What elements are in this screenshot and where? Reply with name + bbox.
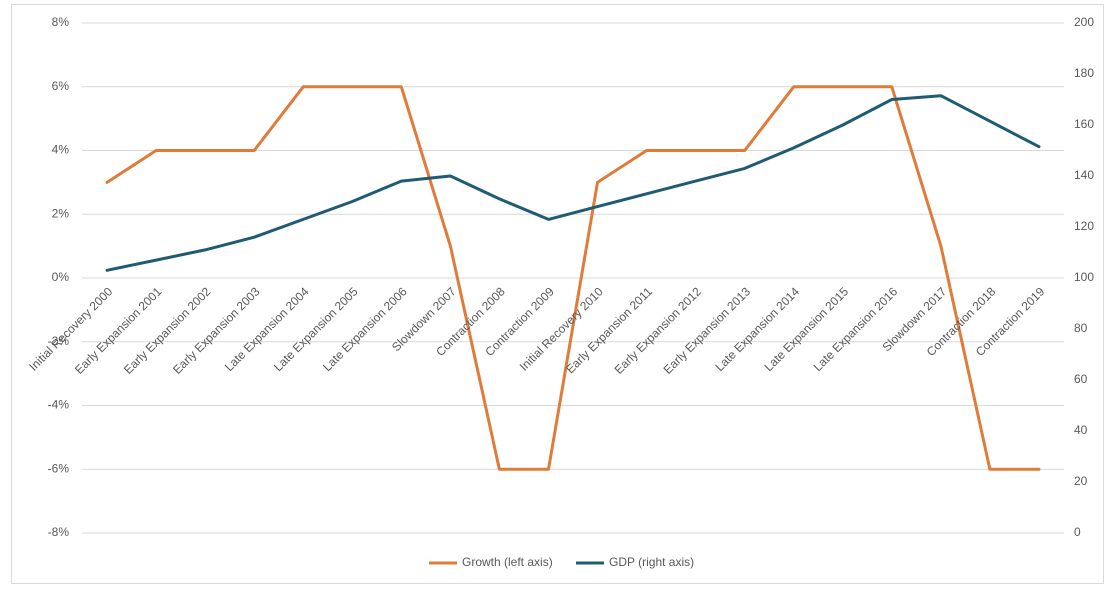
category-label: Early Expansion 2003 xyxy=(170,284,263,377)
right-tick-label: 80 xyxy=(1074,321,1088,335)
category-label: Early Expansion 2013 xyxy=(661,284,754,377)
left-tick-label: -8% xyxy=(48,525,70,539)
right-axis: 0 20 40 60 80 100 120 140 160 180 200 xyxy=(1074,15,1094,539)
left-tick-label: 4% xyxy=(52,143,70,157)
right-tick-label: 0 xyxy=(1074,525,1081,539)
category-label: Late Expansion 2014 xyxy=(712,284,802,374)
right-tick-label: 20 xyxy=(1074,474,1088,488)
category-label: Initial Recovery 2000 xyxy=(26,284,115,373)
gdp-legend-label: GDP (right axis) xyxy=(609,555,694,569)
legend: Growth (left axis) GDP (right axis) xyxy=(429,555,694,569)
left-tick-label: 6% xyxy=(52,79,70,93)
left-tick-label: 0% xyxy=(52,270,70,284)
category-label: Late Expansion 2005 xyxy=(271,284,361,374)
right-tick-label: 140 xyxy=(1074,168,1094,182)
gridlines xyxy=(82,22,1064,534)
series-lines xyxy=(105,85,1041,471)
growth-legend-label: Growth (left axis) xyxy=(462,555,553,569)
chart-frame xyxy=(11,4,1104,584)
category-label: Late Expansion 2004 xyxy=(222,284,312,374)
growth-series-line xyxy=(105,85,1041,471)
right-tick-label: 40 xyxy=(1074,423,1088,437)
left-tick-label: -6% xyxy=(48,461,70,475)
category-label: Early Expansion 2012 xyxy=(612,284,705,377)
category-label: Late Expansion 2015 xyxy=(762,284,852,374)
left-tick-label: -2% xyxy=(48,334,70,348)
left-tick-label: 8% xyxy=(52,15,70,29)
category-label: Late Expansion 2016 xyxy=(811,284,901,374)
category-label: Early Expansion 2001 xyxy=(72,284,165,377)
right-tick-label: 120 xyxy=(1074,219,1094,233)
left-axis: -8% -6% -4% -2% 0% 2% 4% 6% 8% xyxy=(48,15,70,539)
right-tick-label: 160 xyxy=(1074,117,1094,131)
right-tick-label: 200 xyxy=(1074,15,1094,29)
right-tick-label: 60 xyxy=(1074,372,1088,386)
right-tick-label: 180 xyxy=(1074,66,1094,80)
right-tick-label: 100 xyxy=(1074,270,1094,284)
left-tick-label: -4% xyxy=(48,398,70,412)
category-label: Initial Recovery 2010 xyxy=(517,284,606,373)
category-label: Early Expansion 2002 xyxy=(121,284,214,377)
left-tick-label: 2% xyxy=(52,206,70,220)
category-label: Late Expansion 2006 xyxy=(320,284,410,374)
gdp-series-line xyxy=(105,94,1041,272)
